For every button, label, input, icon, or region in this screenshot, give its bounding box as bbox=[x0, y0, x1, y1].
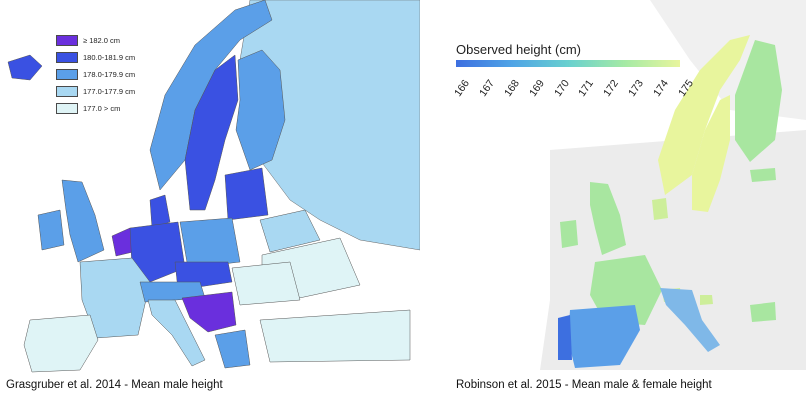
legend-row: ≥ 182.0 cm bbox=[56, 33, 176, 47]
left-europe-map bbox=[0, 0, 420, 380]
legend-swatch bbox=[56, 34, 78, 46]
region-balkans bbox=[181, 291, 237, 333]
region-spain bbox=[568, 305, 640, 368]
region-uk bbox=[61, 179, 105, 263]
region-poland bbox=[179, 217, 241, 269]
region-iberia bbox=[23, 314, 99, 373]
region-norway bbox=[658, 35, 750, 195]
region-bulgaria bbox=[750, 302, 776, 322]
legend-label: 180.0-181.9 cm bbox=[83, 52, 136, 62]
legend-label: 177.0-177.9 cm bbox=[83, 86, 136, 96]
legend-swatch bbox=[56, 51, 78, 63]
region-baltics bbox=[224, 167, 269, 221]
region-ireland bbox=[37, 209, 65, 251]
left-map-caption: Grasgruber et al. 2014 - Mean male heigh… bbox=[6, 379, 223, 391]
legend-row: 177.0 > cm bbox=[56, 101, 176, 115]
region-hungary-romania bbox=[231, 261, 301, 306]
right-map-caption: Robinson et al. 2015 - Mean male & femal… bbox=[456, 379, 712, 391]
region-finland bbox=[235, 49, 286, 171]
region-finland bbox=[735, 40, 782, 162]
region-denmark bbox=[149, 194, 171, 229]
legend-label: 178.0-179.9 cm bbox=[83, 69, 136, 79]
right-europe-map bbox=[430, 0, 806, 380]
left-legend: ≥ 182.0 cm 180.0-181.9 cm 178.0-179.9 cm… bbox=[56, 33, 176, 118]
region-uk bbox=[590, 182, 626, 255]
legend-swatch bbox=[56, 85, 78, 97]
region-estonia bbox=[750, 168, 776, 182]
region-turkey bbox=[259, 309, 411, 363]
region-france bbox=[79, 257, 151, 339]
region-slovenia bbox=[700, 295, 713, 305]
legend-swatch bbox=[56, 68, 78, 80]
colorbar-title: Observed height (cm) bbox=[456, 42, 581, 57]
legend-row: 180.0-181.9 cm bbox=[56, 50, 176, 64]
legend-label: ≥ 182.0 cm bbox=[83, 35, 121, 45]
region-sweden bbox=[184, 54, 239, 211]
region-greece bbox=[214, 329, 251, 369]
legend-row: 177.0-177.9 cm bbox=[56, 84, 176, 98]
region-belarus bbox=[259, 209, 321, 253]
region-sweden bbox=[692, 95, 730, 212]
legend-label: 177.0 > cm bbox=[83, 103, 121, 113]
region-ireland bbox=[560, 220, 578, 248]
region-denmark bbox=[652, 198, 668, 220]
region-portugal bbox=[558, 315, 572, 360]
colorbar bbox=[456, 60, 680, 67]
region-italy bbox=[660, 288, 720, 352]
legend-row: 178.0-179.9 cm bbox=[56, 67, 176, 81]
region-iceland bbox=[7, 54, 43, 81]
region-italy bbox=[147, 299, 206, 367]
legend-swatch bbox=[56, 102, 78, 114]
